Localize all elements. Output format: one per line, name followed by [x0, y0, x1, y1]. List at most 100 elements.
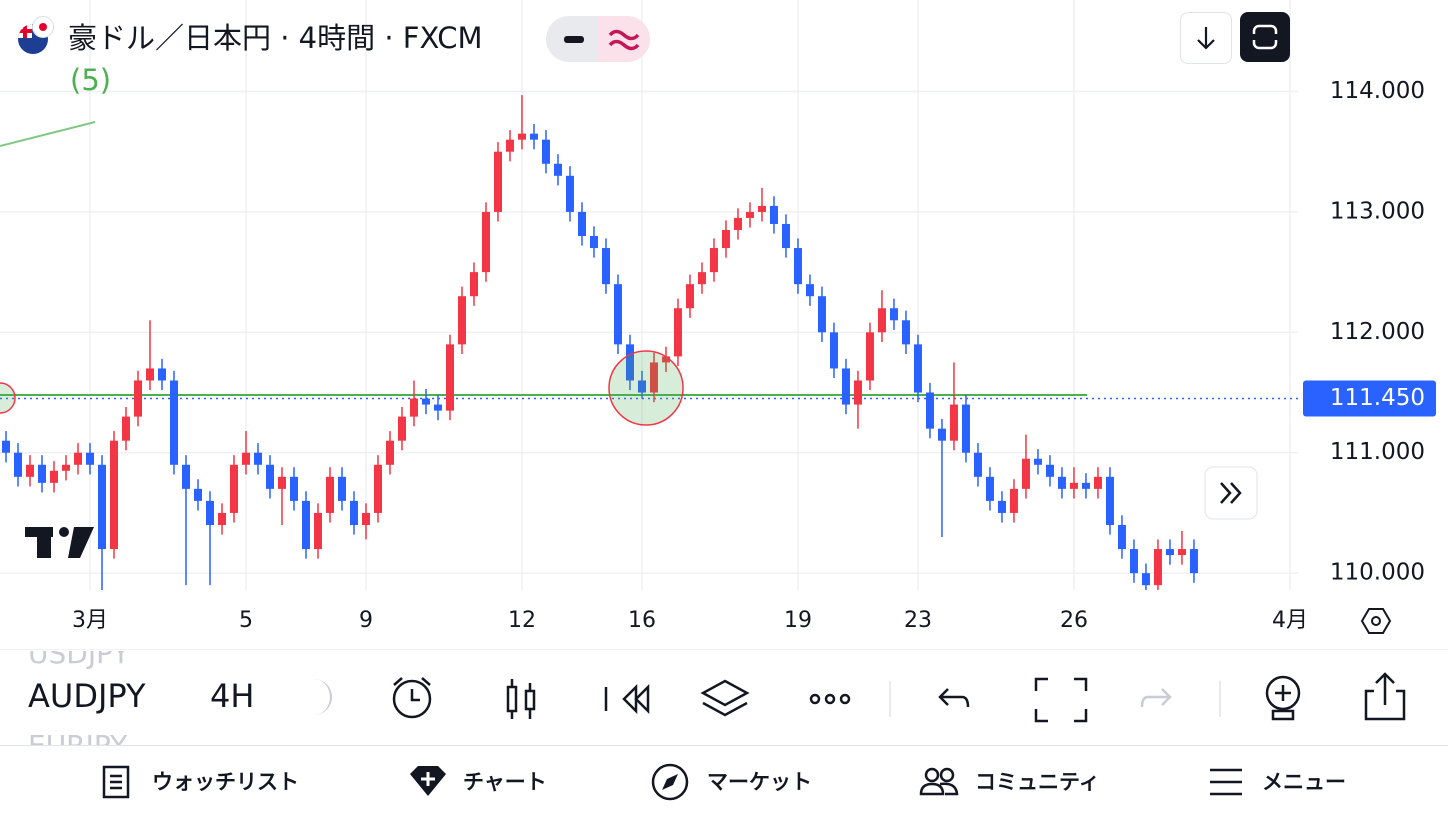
- candle-body: [889, 308, 898, 321]
- candle-body: [781, 223, 790, 249]
- nav-item[interactable]: コミュニティ: [975, 770, 1100, 794]
- candle-body: [517, 133, 526, 140]
- candle-body: [409, 398, 418, 417]
- candle-body: [841, 368, 850, 405]
- candle-body: [217, 512, 226, 525]
- layers-button[interactable]: [700, 679, 750, 717]
- replay-button[interactable]: [604, 683, 650, 715]
- download-button[interactable]: [1180, 12, 1232, 64]
- fullscreen-button[interactable]: [1240, 12, 1290, 62]
- y-tick-label: 110.000: [1330, 560, 1425, 586]
- candle-body: [913, 344, 922, 393]
- nav-item[interactable]: マーケット: [707, 770, 812, 794]
- candle-body: [13, 452, 22, 477]
- last-price-label: 111.450: [1330, 385, 1425, 411]
- candle-body: [49, 470, 58, 483]
- axis-settings-button[interactable]: [1360, 608, 1392, 634]
- ma-line: [0, 121, 96, 147]
- candle-body: [349, 500, 358, 525]
- alert-button[interactable]: [392, 677, 432, 719]
- add-alert-button[interactable]: [1265, 675, 1301, 721]
- chart-type-button[interactable]: [506, 679, 536, 719]
- nav-item[interactable]: ウォッチリスト: [152, 770, 299, 794]
- y-tick-label: 113.000: [1330, 198, 1425, 224]
- x-tick-label: 5: [239, 608, 253, 633]
- candle-body: [1021, 458, 1030, 489]
- symbol-current[interactable]: AUDJPY: [28, 677, 146, 715]
- candle-body: [733, 217, 742, 230]
- candle-body: [937, 428, 946, 441]
- status-pill[interactable]: [546, 16, 650, 62]
- x-tick-label: 12: [508, 608, 536, 633]
- candle-body: [241, 452, 250, 465]
- nav-item[interactable]: メニュー: [1262, 770, 1346, 794]
- candle-body: [301, 500, 310, 550]
- symbol-option[interactable]: USDJPY: [28, 651, 130, 670]
- redo-button[interactable]: [1140, 688, 1172, 708]
- candle-body: [685, 284, 694, 309]
- candle-body: [877, 308, 886, 333]
- candle-body: [1081, 482, 1090, 489]
- candle-body: [361, 512, 370, 525]
- candle-body: [901, 320, 910, 345]
- candle-body: [1153, 549, 1162, 586]
- candle-body: [97, 464, 106, 550]
- more-button[interactable]: [809, 693, 851, 705]
- candle-body: [205, 500, 214, 525]
- logo: [25, 527, 94, 558]
- menu-icon: [1210, 768, 1242, 796]
- candle-body: [1045, 464, 1054, 477]
- candle-body: [1189, 549, 1198, 574]
- candle-body: [133, 380, 142, 417]
- candle-body: [373, 464, 382, 513]
- indicator-label: (5): [70, 63, 112, 97]
- candle-body: [445, 344, 454, 411]
- candle-body: [973, 452, 982, 477]
- candle-body: [253, 452, 262, 465]
- candle-body: [661, 356, 670, 363]
- chart-icon: [410, 766, 446, 796]
- fullscreen-toggle[interactable]: [1034, 677, 1088, 723]
- toolbar: [392, 672, 1406, 723]
- candle-body: [169, 380, 178, 465]
- symbol-picker[interactable]: USDJPY AUDJPY EURJPY 4H: [0, 651, 340, 745]
- candle-body: [37, 464, 46, 483]
- candle-body: [949, 404, 958, 441]
- candle-body: [85, 452, 94, 465]
- x-tick-label: 16: [628, 608, 656, 633]
- candle-body: [109, 440, 118, 550]
- bottom-nav: ウォッチリスト チャート マーケット コミュニティ メニュー: [0, 745, 1448, 816]
- candles: [1, 95, 1198, 590]
- candle-body: [457, 296, 466, 345]
- y-tick-label: 112.000: [1330, 319, 1425, 345]
- candle-body: [505, 139, 514, 152]
- last-price-box: [1303, 380, 1436, 417]
- candle-body: [637, 380, 646, 393]
- candle-body: [985, 476, 994, 501]
- x-tick-label: 4月: [1272, 608, 1308, 633]
- interval[interactable]: 4H: [210, 677, 255, 715]
- undo-button[interactable]: [938, 688, 970, 708]
- share-button[interactable]: [1364, 672, 1406, 721]
- candle-body: [865, 332, 874, 381]
- candle-body: [961, 404, 970, 453]
- candle-body: [793, 248, 802, 285]
- scroll-right-button[interactable]: [1204, 466, 1258, 520]
- candle-body: [769, 205, 778, 224]
- nav-item[interactable]: チャート: [463, 770, 547, 794]
- candle-body: [709, 248, 718, 273]
- candle-body: [193, 488, 202, 501]
- candle-body: [1129, 549, 1138, 574]
- candle-body: [157, 368, 166, 381]
- candle-body: [697, 272, 706, 285]
- candle-body: [1057, 476, 1066, 489]
- symbol-option[interactable]: EURJPY: [28, 729, 127, 745]
- candle-body: [1105, 476, 1114, 525]
- candle-body: [481, 211, 490, 273]
- candle-body: [577, 211, 586, 236]
- drawings: [0, 121, 1298, 400]
- candle-body: [1165, 549, 1174, 556]
- axes: 114.000 113.000 112.000 111.000 110.000 3月 5 9 1…: [72, 78, 1436, 633]
- candle-body: [673, 308, 682, 357]
